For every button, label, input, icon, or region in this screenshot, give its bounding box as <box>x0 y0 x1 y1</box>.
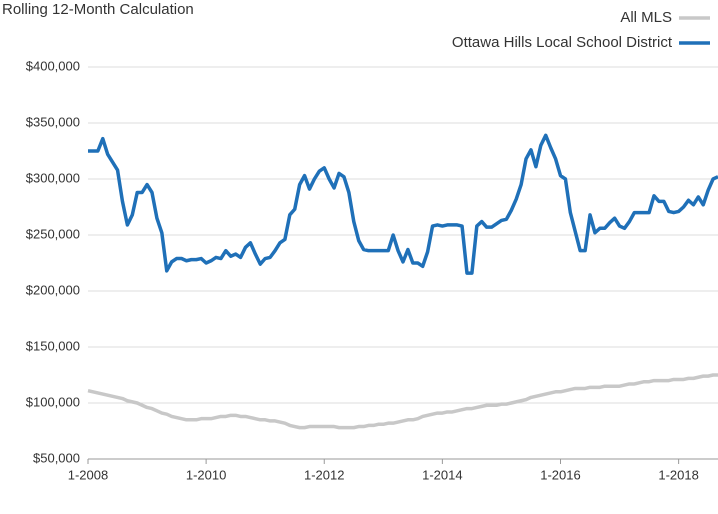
line-series <box>87 373 718 430</box>
x-tick-label: 1-2018 <box>658 467 698 482</box>
x-tick-label: 1-2016 <box>540 467 580 482</box>
y-tick-label: $250,000 <box>26 226 80 241</box>
line-series <box>88 133 718 275</box>
y-tick-label: $400,000 <box>26 58 80 73</box>
y-tick-label: $350,000 <box>26 114 80 129</box>
x-tick-label: 1-2012 <box>304 467 344 482</box>
y-tick-label: $50,000 <box>33 450 80 465</box>
legend-label: Ottawa Hills Local School District <box>452 34 673 51</box>
y-tick-label: $300,000 <box>26 170 80 185</box>
chart-title: Rolling 12-Month Calculation <box>2 1 194 18</box>
x-tick-label: 1-2008 <box>68 467 108 482</box>
x-tick-label: 1-2014 <box>422 467 462 482</box>
y-tick-label: $150,000 <box>26 338 80 353</box>
y-tick-label: $100,000 <box>26 394 80 409</box>
x-tick-label: 1-2010 <box>186 467 226 482</box>
legend-label: All MLS <box>620 9 672 26</box>
y-tick-label: $200,000 <box>26 282 80 297</box>
